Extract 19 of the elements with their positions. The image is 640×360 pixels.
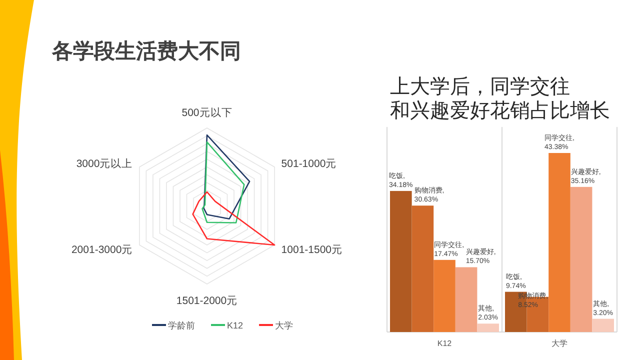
bar: [455, 267, 478, 332]
spoke-label: 1501-2000元: [176, 294, 238, 307]
spoke-label: 3000元以上: [76, 157, 133, 170]
bar: [570, 186, 592, 332]
chart-title: 上大学后，同学交往和兴趣爱好花销占比增长: [390, 76, 610, 122]
spoke-label: 1001-1500元: [281, 244, 343, 256]
bar: [548, 153, 570, 332]
spoke-label: 2001-3000元: [71, 244, 133, 256]
bar: [434, 260, 456, 332]
spoke-label: 501-1000元: [281, 158, 337, 170]
legend-label: 大学: [275, 320, 294, 330]
legend-label: 学龄前: [168, 320, 195, 330]
spoke-label: 500元以下: [182, 106, 232, 120]
bar: [477, 324, 499, 332]
legend-label: K12: [227, 320, 244, 330]
chart-title: 各学段生活费大不同: [51, 40, 241, 63]
bar: [592, 318, 614, 332]
bar: [412, 206, 434, 332]
bar: [390, 190, 412, 332]
